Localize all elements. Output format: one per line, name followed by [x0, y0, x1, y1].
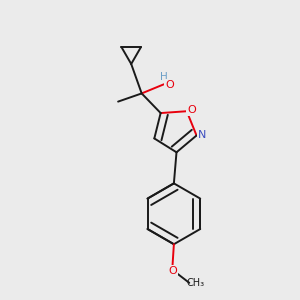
Text: O: O	[165, 80, 174, 90]
Text: O: O	[188, 105, 196, 115]
Text: O: O	[169, 266, 177, 276]
Text: H: H	[160, 72, 168, 82]
Text: CH₃: CH₃	[187, 278, 205, 288]
Text: N: N	[198, 130, 207, 140]
